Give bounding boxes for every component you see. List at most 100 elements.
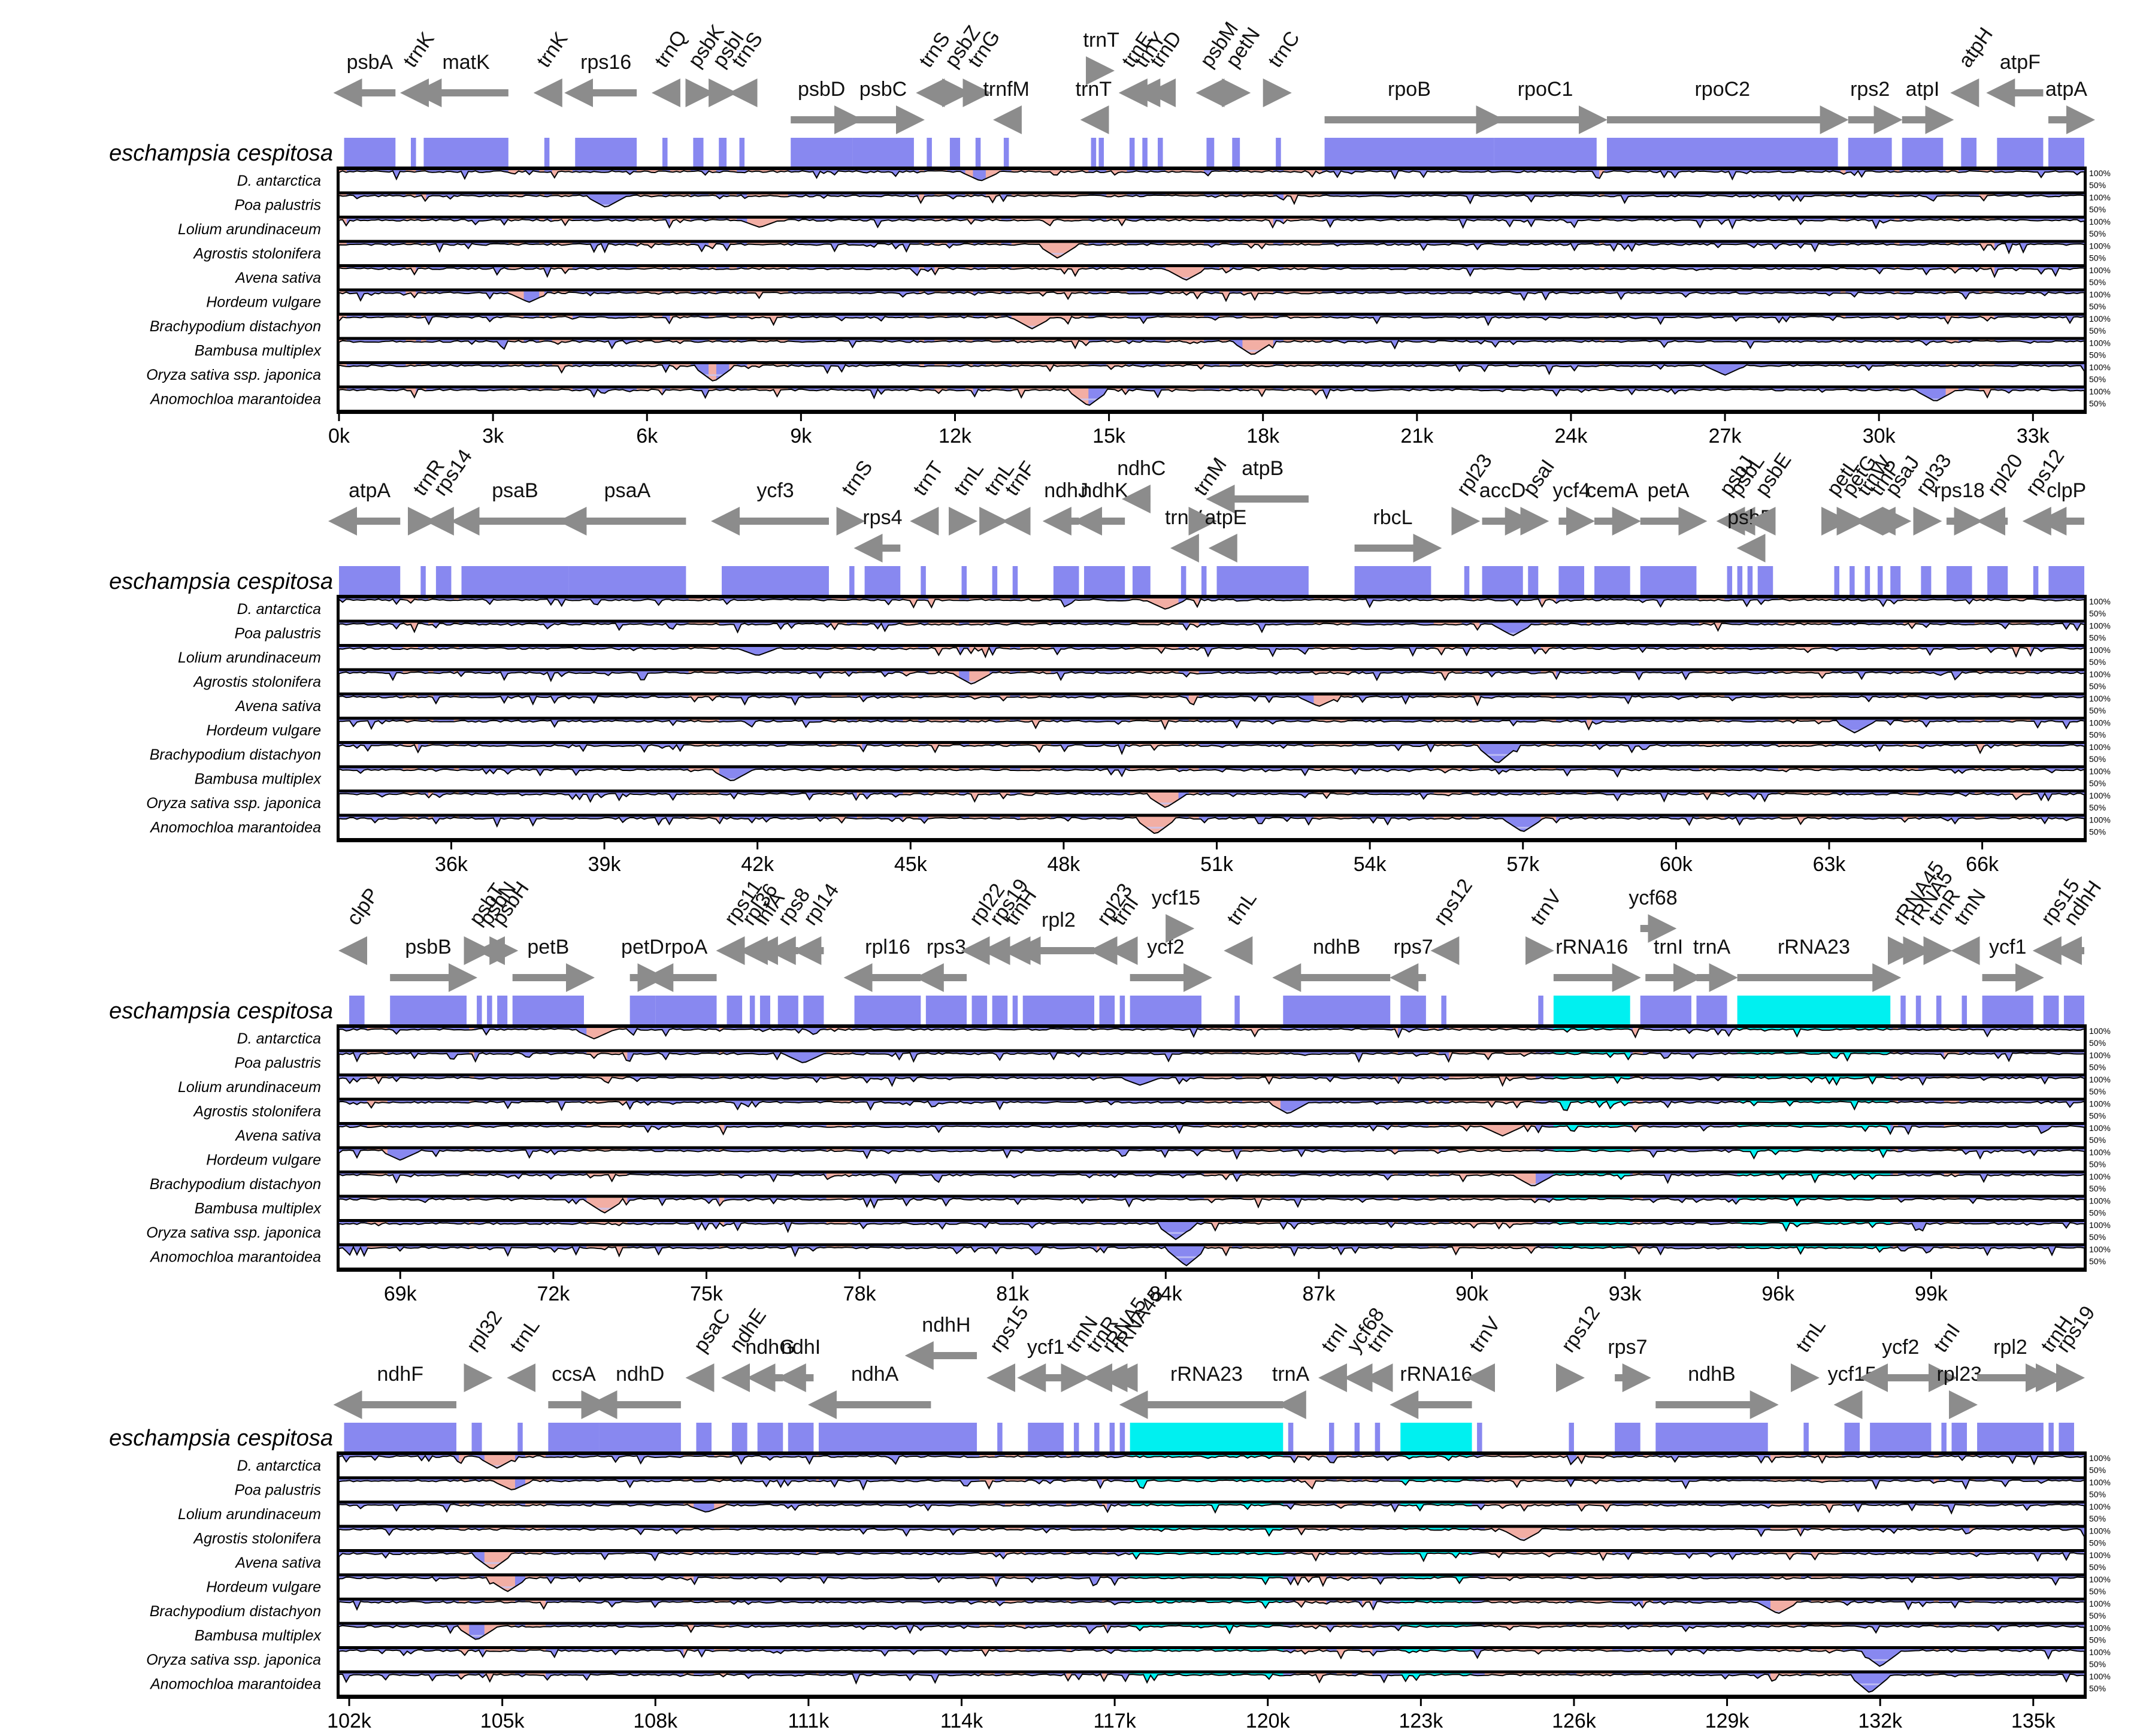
reference-gene-block [1142, 138, 1148, 167]
reference-gene-block [1201, 566, 1207, 595]
identity-profile [338, 267, 2085, 290]
reference-gene-block [925, 996, 967, 1024]
gene-label: rps7 [1608, 1336, 1647, 1359]
reference-gene-block [1844, 1423, 1860, 1451]
gene-label: rbcL [1373, 506, 1412, 529]
identity-profile [338, 719, 2085, 742]
reference-gene-block [1558, 566, 1584, 595]
y-tick-label: 100% [2089, 670, 2111, 679]
species-label: Bambusa multiplex [195, 771, 322, 788]
identity-profile [338, 768, 2085, 791]
gene-label: ndhB [1688, 1363, 1735, 1386]
species-label: Hordeum vulgare [206, 294, 321, 311]
gene-label: rpl23 [1936, 1363, 1982, 1386]
identity-profile [338, 219, 2085, 241]
reference-gene-block [1130, 1423, 1284, 1451]
gene-label: ndhG [745, 1336, 795, 1359]
reference-gene-block [344, 138, 396, 167]
y-tick-label: 50% [2089, 1684, 2106, 1693]
y-tick-label: 50% [2089, 1208, 2106, 1218]
reference-gene-block [1982, 996, 2033, 1024]
species-label: Anomochloa marantoidea [149, 819, 321, 836]
reference-gene-block [852, 138, 914, 167]
species-label: D. antarctica [237, 1457, 321, 1474]
reference-gene-block [1012, 566, 1018, 595]
reference-label: eschampsia cespitosa [109, 999, 333, 1024]
gene-label: ndhD [616, 1363, 664, 1386]
x-tick-label: 123k [1399, 1710, 1443, 1732]
species-label: Brachypodium distachyon [150, 1603, 321, 1620]
y-tick-label: 50% [2089, 1514, 2106, 1523]
gene-label: ndhK [1080, 479, 1128, 502]
y-tick-label: 100% [2089, 815, 2111, 825]
x-tick-label: 60k [1660, 853, 1693, 876]
species-label: Hordeum vulgare [206, 1579, 321, 1596]
species-label: Lolium arundinaceum [178, 1506, 321, 1523]
y-tick-label: 50% [2089, 706, 2106, 715]
reference-gene-block [512, 996, 584, 1024]
reference-gene-block [739, 138, 745, 167]
gene-label: trnS [837, 456, 877, 500]
x-tick-label: 48k [1047, 853, 1080, 876]
gene-label: psbD [798, 78, 845, 101]
reference-gene-block [544, 138, 550, 167]
y-tick-label: 50% [2089, 1063, 2106, 1072]
reference-gene-block [997, 1423, 1003, 1451]
y-tick-label: 50% [2089, 682, 2106, 691]
reference-gene-block [1053, 566, 1079, 595]
identity-profile [338, 598, 2085, 621]
y-tick-label: 100% [2089, 1051, 2111, 1060]
reference-gene-block [1727, 566, 1733, 595]
gene-label: trnA [1693, 936, 1731, 958]
gene-label: rps16 [580, 51, 631, 74]
gene-label: atpA [2045, 78, 2087, 101]
reference-gene-block [339, 566, 401, 595]
reference-label: eschampsia cespitosa [109, 1426, 333, 1451]
x-tick-label: 126k [1552, 1710, 1597, 1732]
reference-gene-block [1324, 138, 1494, 167]
identity-profile [338, 622, 2085, 645]
y-tick-label: 100% [2089, 265, 2111, 275]
reference-gene-block [1900, 996, 1906, 1024]
y-tick-label: 100% [2089, 1623, 2111, 1633]
x-tick-label: 9k [790, 425, 812, 447]
y-tick-label: 100% [2089, 314, 2111, 323]
reference-gene-block [1232, 138, 1240, 167]
species-label: Bambusa multiplex [195, 1200, 322, 1217]
reference-gene-block [477, 996, 482, 1024]
species-label: Anomochloa marantoidea [149, 391, 321, 408]
species-label: Lolium arundinaceum [178, 1079, 321, 1096]
reference-gene-block [1441, 996, 1446, 1024]
gene-label: ndhA [851, 1363, 899, 1386]
species-label: Brachypodium distachyon [150, 318, 321, 335]
y-tick-label: 50% [2089, 1257, 2106, 1266]
x-tick-label: 78k [843, 1283, 877, 1305]
gene-label: ndhF [377, 1363, 423, 1386]
gene-label: rRNA23 [1778, 936, 1850, 958]
reference-gene-block [1737, 996, 1891, 1024]
species-label: Agrostis stolonifera [192, 246, 321, 262]
identity-profile [338, 291, 2085, 314]
gene-label: trnA [1272, 1363, 1310, 1386]
reference-gene-block [575, 138, 637, 167]
gene-label: clpP [342, 884, 383, 930]
x-tick-label: 93k [1609, 1283, 1642, 1305]
gene-label: trnK [532, 28, 573, 71]
identity-profile [338, 1027, 2085, 1051]
gene-label: trnT [909, 457, 948, 500]
reference-gene-block [1276, 138, 1281, 167]
reference-gene-block [1400, 996, 1426, 1024]
gene-label: trnL [1791, 1315, 1830, 1357]
y-tick-label: 100% [2089, 1148, 2111, 1157]
reference-gene-block [1569, 1423, 1574, 1451]
species-label: Brachypodium distachyon [150, 746, 321, 763]
y-tick-label: 100% [2089, 1123, 2111, 1133]
y-tick-label: 50% [2089, 1184, 2106, 1193]
reference-gene-block [1640, 566, 1697, 595]
reference-gene-block [1977, 1423, 2044, 1451]
reference-gene-block [1494, 138, 1597, 167]
reference-gene-block [629, 996, 656, 1024]
y-tick-label: 100% [2089, 1575, 2111, 1584]
reference-gene-block [1158, 138, 1163, 167]
y-tick-label: 100% [2089, 621, 2111, 631]
